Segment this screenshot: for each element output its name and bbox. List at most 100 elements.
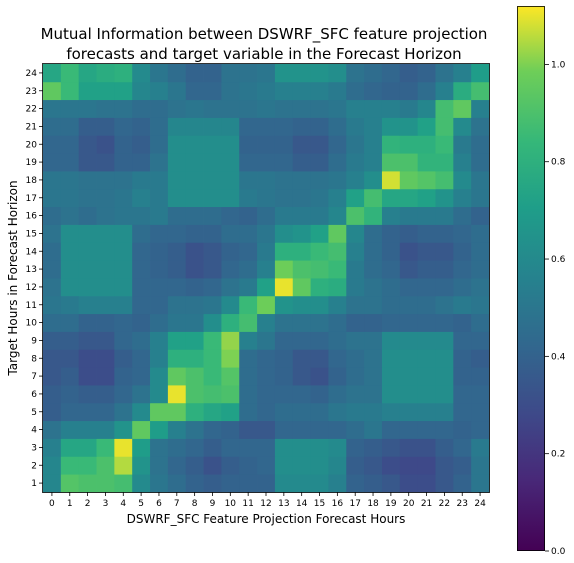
heatmap-cell [185,474,204,493]
heatmap-cell [381,81,401,101]
heatmap-cell [417,456,436,475]
heatmap-cell [150,81,169,101]
heatmap-cell [60,331,80,350]
heatmap-cell [292,153,311,172]
heatmap-cell [364,135,383,154]
heatmap-cell [328,456,347,475]
heatmap-cell [60,456,80,475]
heatmap-cell [310,385,329,404]
heatmap-cell [471,456,490,475]
heatmap-cell [132,171,151,190]
heatmap-cell [239,349,258,368]
heatmap-cell [96,313,115,332]
heatmap-cell [114,367,133,386]
heatmap-cell [203,420,222,439]
heatmap-cell [132,295,151,315]
y-tick-label: 15 [26,229,37,239]
heatmap-cell [78,331,97,350]
heatmap-cell [346,117,365,136]
heatmap-cell [150,367,169,386]
heatmap-cell [203,331,222,350]
y-tick-label: 23 [26,87,37,97]
heatmap-cell [150,206,169,225]
heatmap-cell [346,474,365,493]
heatmap-cell [150,474,169,493]
heatmap-cell [239,242,258,261]
heatmap-cell [346,81,365,101]
y-tick-label: 24 [26,69,38,79]
heatmap-cell [346,313,365,332]
heatmap-cell [417,331,436,350]
heatmap-cell [364,153,383,172]
heatmap-cell [381,260,401,279]
heatmap-cell [150,295,169,315]
heatmap-cell [471,278,490,297]
heatmap-cell [257,385,276,404]
heatmap-cell [114,117,133,136]
heatmap-cell [78,117,97,136]
heatmap-cell [221,153,240,172]
heatmap-cell [453,420,472,439]
x-tick-label: 11 [242,499,253,509]
heatmap-cell [114,64,133,83]
heatmap-cell [257,295,276,315]
heatmap-cell [132,367,151,386]
heatmap-cell [78,99,97,118]
heatmap-cell [453,313,472,332]
heatmap-cell [435,420,454,439]
heatmap-cell [185,224,204,243]
heatmap-cell [203,385,222,404]
heatmap-cell [310,242,329,261]
heatmap-cell [417,64,436,83]
heatmap-cell [471,81,490,101]
heatmap-cell [399,420,419,439]
heatmap-cell [257,331,276,350]
x-tick-label: 18 [367,499,379,509]
heatmap-cell [167,331,187,350]
heatmap-cell [185,153,204,172]
heatmap-cell [96,456,115,475]
heatmap-cell [185,260,204,279]
heatmap-cell [167,224,187,243]
heatmap-cell [114,260,133,279]
heatmap-cell [453,242,472,261]
y-tick-label: 13 [26,265,37,275]
heatmap-cell [43,474,62,493]
heatmap-cell [78,135,97,154]
heatmap-cell [203,117,222,136]
heatmap-cell [364,117,383,136]
heatmap-cell [453,367,472,386]
heatmap-cell [328,278,347,297]
heatmap-cell [132,153,151,172]
heatmap-cell [310,278,329,297]
heatmap-cell [43,206,62,225]
heatmap-cell [185,135,204,154]
heatmap-cell [399,331,419,350]
heatmap-cell [274,349,294,368]
heatmap-cell [221,367,240,386]
heatmap-cell [471,99,490,118]
heatmap-cell [328,242,347,261]
heatmap-cell [381,278,401,297]
heatmap-cell [43,224,62,243]
heatmap-cell [239,420,258,439]
heatmap-cell [114,242,133,261]
heatmap-cell [471,385,490,404]
heatmap-cell [471,420,490,439]
heatmap-cell [114,331,133,350]
heatmap-cell [364,349,383,368]
heatmap-cell [60,171,80,190]
heatmap-cell [78,456,97,475]
heatmap-cell [417,402,436,422]
heatmap-cell [310,331,329,350]
heatmap-cell [185,420,204,439]
heatmap-cell [114,135,133,154]
heatmap-cell [132,224,151,243]
heatmap-cell [453,402,472,422]
x-tick-label: 8 [192,499,198,509]
heatmap-cell [274,260,294,279]
heatmap-cell [239,438,258,457]
heatmap-cell [167,438,187,457]
heatmap-cell [346,153,365,172]
y-tick-label: 14 [26,247,38,257]
